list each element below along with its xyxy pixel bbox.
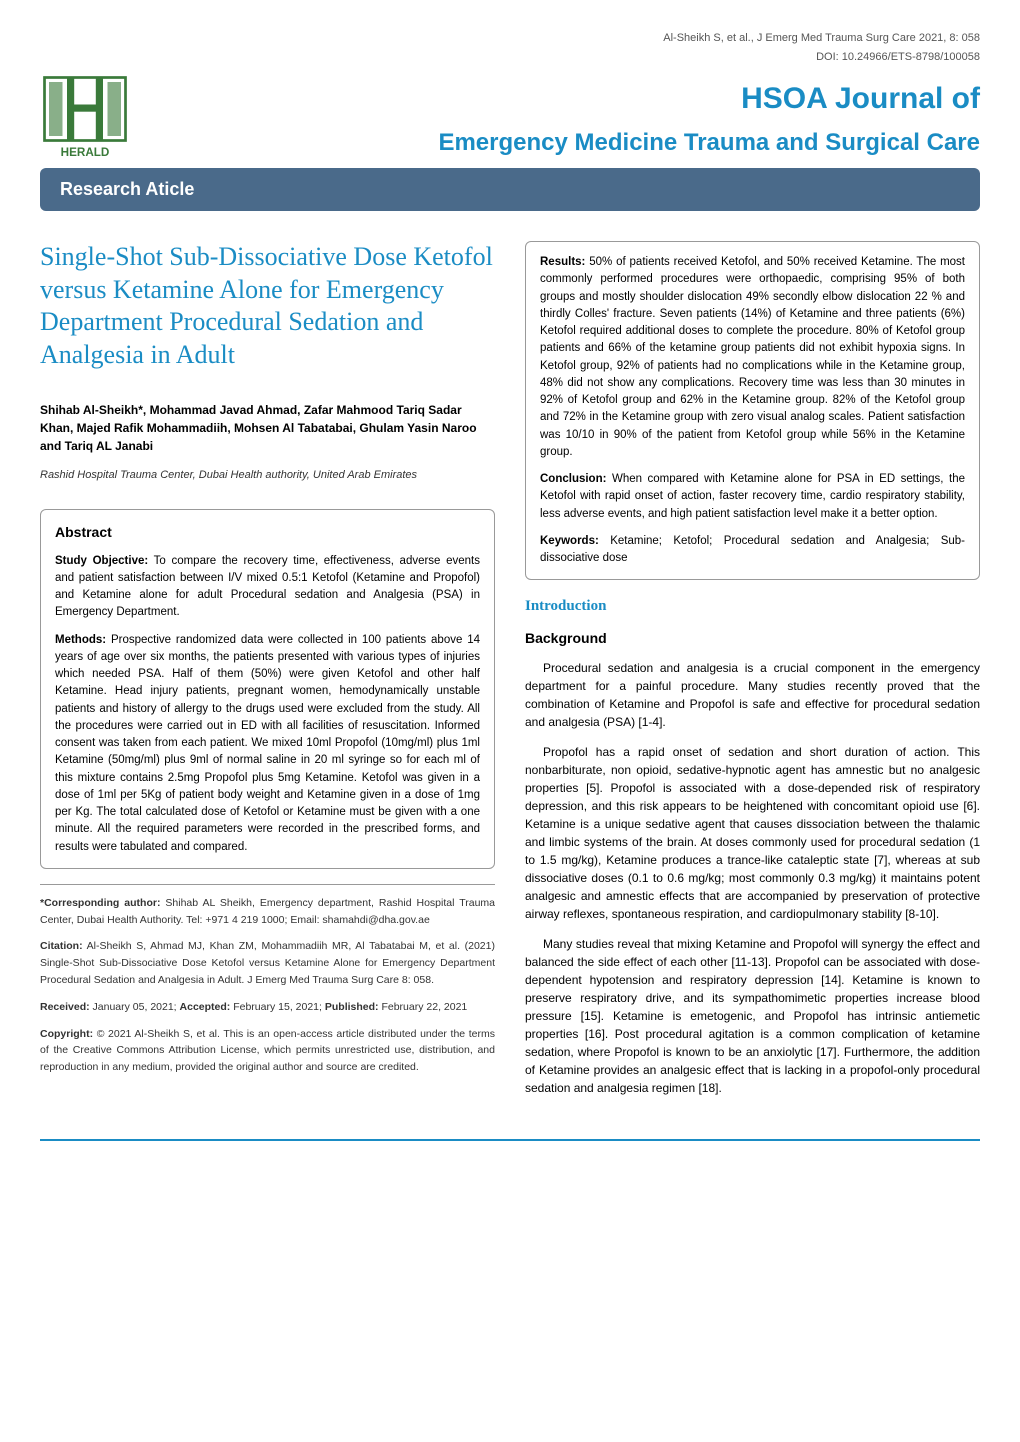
abstract-methods-text: Prospective randomized data were collect… bbox=[55, 634, 480, 853]
intro-para-1: Procedural sedation and analgesia is a c… bbox=[525, 659, 980, 731]
corresponding-label: *Corresponding author: bbox=[40, 897, 160, 909]
affiliation: Rashid Hospital Trauma Center, Dubai Hea… bbox=[40, 467, 495, 484]
abstract-heading: Abstract bbox=[55, 522, 480, 543]
introduction-heading: Introduction bbox=[525, 595, 980, 618]
published-label: Published: bbox=[325, 1001, 379, 1013]
intro-para-3: Many studies reveal that mixing Ketamine… bbox=[525, 935, 980, 1097]
citation-label: Citation: bbox=[40, 940, 83, 952]
article-type-bar: Research Aticle bbox=[40, 168, 980, 211]
journal-name: HSOA Journal of bbox=[145, 76, 980, 121]
journal-titles: HSOA Journal of Emergency Medicine Traum… bbox=[145, 76, 980, 161]
abstract-objective: Study Objective: To compare the recovery… bbox=[55, 553, 480, 622]
journal-header: HERALD HSOA Journal of Emergency Medicin… bbox=[40, 73, 980, 163]
svg-text:HERALD: HERALD bbox=[61, 146, 110, 159]
results-section: Results: 50% of patients received Ketofo… bbox=[540, 254, 965, 461]
header-meta: Al-Sheikh S, et al., J Emerg Med Trauma … bbox=[40, 30, 980, 65]
citation-line: Al-Sheikh S, et al., J Emerg Med Trauma … bbox=[40, 30, 980, 47]
authors: Shihab Al-Sheikh*, Mohammad Javad Ahmad,… bbox=[40, 401, 495, 455]
accepted-label: Accepted: bbox=[180, 1001, 231, 1013]
accepted-text: February 15, 2021; bbox=[233, 1001, 322, 1013]
conclusion-section: Conclusion: When compared with Ketamine … bbox=[540, 471, 965, 523]
doi-line: DOI: 10.24966/ETS-8798/100058 bbox=[40, 49, 980, 66]
conclusion-label: Conclusion: bbox=[540, 473, 606, 485]
corresponding-author: *Corresponding author: Shihab AL Sheikh,… bbox=[40, 895, 495, 929]
copyright-label: Copyright: bbox=[40, 1028, 93, 1040]
published-text: February 22, 2021 bbox=[381, 1001, 467, 1013]
footnotes: *Corresponding author: Shihab AL Sheikh,… bbox=[40, 884, 495, 1076]
left-column: Single-Shot Sub-Dissociative Dose Ketofo… bbox=[40, 241, 495, 1109]
results-box: Results: 50% of patients received Ketofo… bbox=[525, 241, 980, 580]
keywords-text: Ketamine; Ketofol; Procedural sedation a… bbox=[540, 535, 965, 564]
results-text: 50% of patients received Ketofol, and 50… bbox=[540, 256, 965, 458]
abstract-objective-label: Study Objective: bbox=[55, 555, 148, 567]
received-label: Received: bbox=[40, 1001, 90, 1013]
intro-para-2: Propofol has a rapid onset of sedation a… bbox=[525, 743, 980, 923]
herald-logo: HERALD bbox=[40, 73, 130, 163]
dates-footnote: Received: January 05, 2021; Accepted: Fe… bbox=[40, 999, 495, 1016]
abstract-methods-label: Methods: bbox=[55, 634, 106, 646]
copyright-text: © 2021 Al-Sheikh S, et al. This is an op… bbox=[40, 1028, 495, 1074]
journal-subname: Emergency Medicine Trauma and Surgical C… bbox=[145, 125, 980, 161]
background-heading: Background bbox=[525, 628, 980, 649]
right-column: Results: 50% of patients received Ketofo… bbox=[525, 241, 980, 1109]
article-title: Single-Shot Sub-Dissociative Dose Ketofo… bbox=[40, 241, 495, 371]
abstract-methods: Methods: Prospective randomized data wer… bbox=[55, 632, 480, 856]
citation-text: Al-Sheikh S, Ahmad MJ, Khan ZM, Mohammad… bbox=[40, 940, 495, 986]
keywords-section: Keywords: Ketamine; Ketofol; Procedural … bbox=[540, 533, 965, 568]
content-columns: Single-Shot Sub-Dissociative Dose Ketofo… bbox=[40, 241, 980, 1109]
abstract-box: Abstract Study Objective: To compare the… bbox=[40, 509, 495, 869]
copyright-footnote: Copyright: © 2021 Al-Sheikh S, et al. Th… bbox=[40, 1026, 495, 1076]
received-text: January 05, 2021; bbox=[93, 1001, 177, 1013]
keywords-label: Keywords: bbox=[540, 535, 599, 547]
citation-footnote: Citation: Al-Sheikh S, Ahmad MJ, Khan ZM… bbox=[40, 938, 495, 988]
footer-line bbox=[40, 1139, 980, 1141]
results-label: Results: bbox=[540, 256, 585, 268]
